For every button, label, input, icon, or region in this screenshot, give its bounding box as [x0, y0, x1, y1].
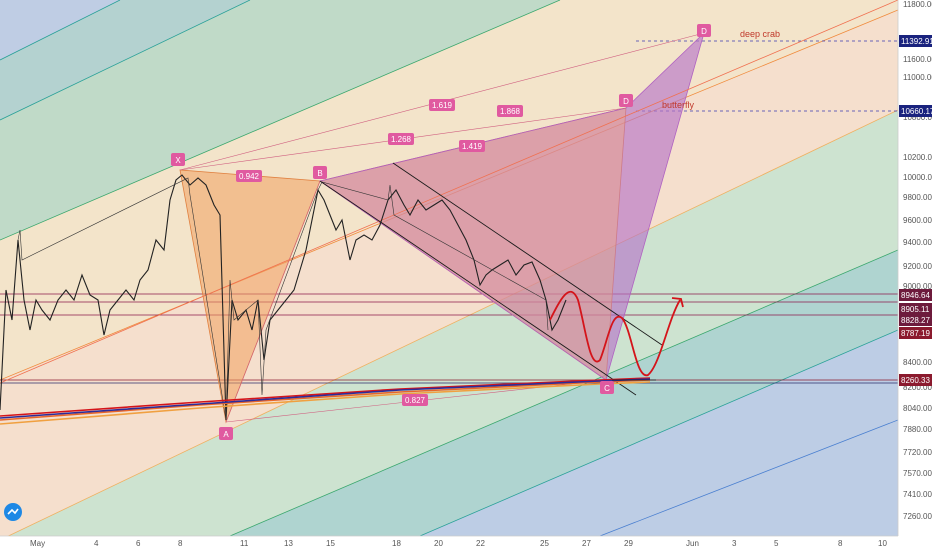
y-tick-10800: 10800.00: [903, 113, 932, 122]
x-tick-27: 27: [582, 539, 591, 548]
price-tag-8946: 8946.64: [901, 291, 930, 300]
y-tick-9600: 9600.00: [903, 216, 932, 225]
y-tick-8400: 8400.00: [903, 358, 932, 367]
y-tick-7260: 7260.00: [903, 512, 932, 521]
y-tick-7880: 7880.00: [903, 425, 932, 434]
x-tick-5: 5: [774, 539, 779, 548]
point-b-tag: B: [313, 166, 327, 179]
x-tick-10: 10: [878, 539, 887, 548]
ratio-label-xab: 0.942: [239, 172, 260, 181]
x-tick-6: 6: [136, 539, 141, 548]
deep-crab-annotation: deep crab: [740, 29, 780, 39]
y-tick-9400: 9400.00: [903, 238, 932, 247]
horizontal-levels: [0, 40, 898, 384]
x-tick-3: 3: [732, 539, 737, 548]
x-tick-25: 25: [540, 539, 549, 548]
price-tag-8787: 8787.19: [901, 329, 930, 338]
x-tick-22: 22: [476, 539, 485, 548]
y-tick-11800: 11800.00: [903, 0, 932, 9]
point-a-tag: A: [219, 427, 233, 440]
y-tick-8200: 8200.00: [903, 383, 932, 392]
x-tick-jun: Jun: [686, 539, 699, 548]
descending-channel: [319, 162, 663, 396]
price-tag-11392: 11392.91: [901, 37, 932, 46]
point-c-tag: C: [600, 381, 614, 394]
ratio-label-1868: 1.868: [500, 107, 521, 116]
y-tick-10200: 10200.00: [903, 153, 932, 162]
point-x-label: X: [175, 156, 181, 165]
band-green-bottom: [0, 110, 898, 536]
y-tick-7410: 7410.00: [903, 490, 932, 499]
y-tick-9200: 9200.00: [903, 262, 932, 271]
pattern-cd-purple: [606, 33, 704, 380]
price-tags: 11392.91 10660.17 8946.64 8905.11 8828.2…: [899, 35, 932, 386]
y-tick-9000: 9000.00: [903, 282, 932, 291]
plot-area: [0, 0, 898, 536]
y-tick-11000: 11000.00: [903, 73, 932, 82]
x-tick-29: 29: [624, 539, 633, 548]
time-axis[interactable]: May 4 6 8 11 13 15 18 20 22 25 27 29 Jun…: [0, 535, 898, 550]
x-tick-8-jun: 8: [838, 539, 843, 548]
tradingview-logo-icon[interactable]: [4, 503, 22, 521]
price-axis[interactable]: 11800.00 11600.00 11000.00 10800.00 1020…: [897, 0, 932, 550]
butterfly-annotation: butterfly: [662, 100, 695, 110]
y-tick-8040: 8040.00: [903, 404, 932, 413]
x-tick-20: 20: [434, 539, 443, 548]
x-tick-15: 15: [326, 539, 335, 548]
ratio-label-1619: 1.619: [432, 101, 453, 110]
projection-path: [549, 290, 681, 376]
price-wick-spikes: [17, 177, 549, 421]
y-tick-9800: 9800.00: [903, 193, 932, 202]
point-x-tag: X: [171, 153, 185, 166]
point-d-crab-label: D: [701, 27, 707, 36]
x-tick-may: May: [30, 539, 45, 548]
x-tick-4: 4: [94, 539, 99, 548]
pattern-point-tags: X A B C D D: [171, 24, 711, 440]
price-tag-8260: 8260.33: [901, 376, 930, 385]
y-tick-7570: 7570.00: [903, 469, 932, 478]
point-b-label: B: [317, 169, 322, 178]
point-d-butterfly-label: D: [623, 97, 629, 106]
x-tick-11: 11: [240, 539, 249, 548]
ratio-tags: 0.942 1.619 1.868 1.268 1.419 0.827: [236, 99, 523, 406]
y-tick-11600: 11600.00: [903, 55, 932, 64]
ratio-label-1268: 1.268: [391, 135, 412, 144]
y-tick-10000: 10000.00: [903, 173, 932, 182]
x-tick-18: 18: [392, 539, 401, 548]
price-tag-8905: 8905.11: [901, 305, 930, 314]
x-tick-13: 13: [284, 539, 293, 548]
y-tick-7720: 7720.00: [903, 448, 932, 457]
price-tag-8828: 8828.27: [901, 316, 930, 325]
trend-line-long: [0, 0, 898, 384]
price-series: [0, 174, 567, 421]
projection-arrowhead: [671, 297, 684, 308]
price-tag-10660: 10660.17: [901, 107, 932, 116]
pattern-annotations: deep crab butterfly: [662, 29, 780, 110]
point-c-label: C: [604, 384, 610, 393]
ratio-label-1419: 1.419: [462, 142, 483, 151]
channel-lines: [0, 0, 898, 536]
x-tick-8: 8: [178, 539, 183, 548]
point-d-butterfly-tag: D: [619, 94, 633, 107]
ratio-label-0827: 0.827: [405, 396, 426, 405]
point-a-label: A: [223, 430, 229, 439]
point-d-crab-tag: D: [697, 24, 711, 37]
